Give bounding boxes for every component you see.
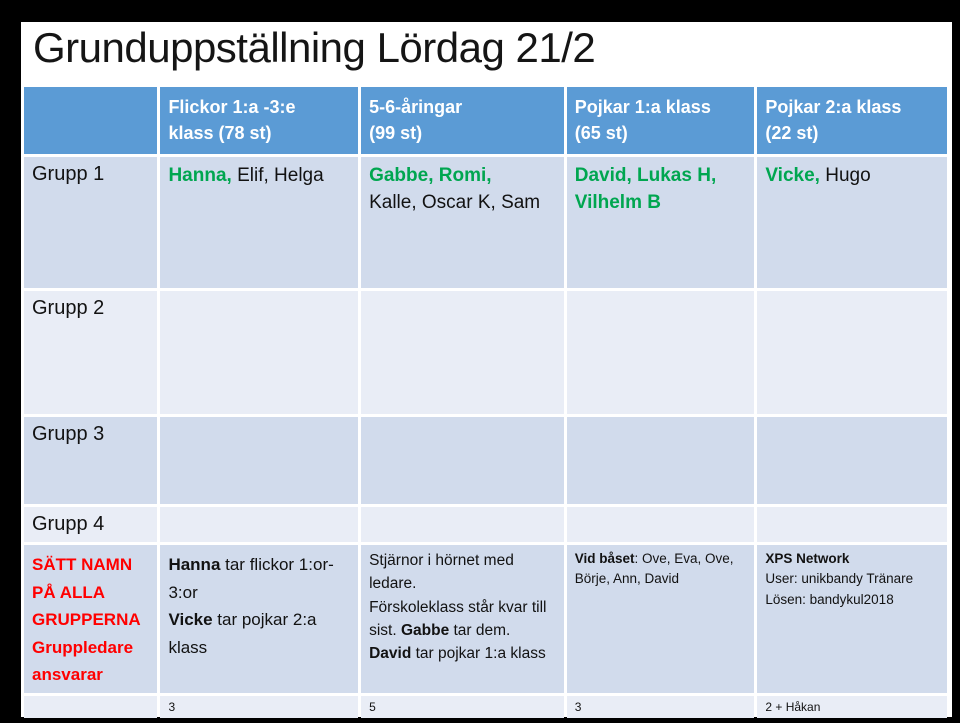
leaders-pojkar1-text: Vid båset: Ove, Eva, Ove, Börje, Ann, Da… bbox=[575, 549, 747, 590]
counts-corner-cell bbox=[24, 695, 158, 718]
leaders-aringar-cell: Stjärnor i hörnet med ledare. Förskolekl… bbox=[361, 545, 564, 693]
slide-title: Grunduppställning Lördag 21/2 bbox=[33, 24, 596, 71]
group2-flickor-cell bbox=[160, 291, 359, 414]
group4-aringar-cell bbox=[361, 507, 564, 542]
header-flickor-line1: Flickor 1:a -3:e bbox=[168, 97, 296, 117]
group1-aringar-leaders: Gabbe, Romi, bbox=[369, 165, 492, 186]
group1-pojkar2-leaders: Vicke, bbox=[765, 165, 820, 186]
group2-row: Grupp 2 bbox=[24, 291, 947, 414]
leaders-note-line1: SÄTT NAMN PÅ ALLA GRUPPERNA bbox=[32, 555, 141, 630]
xps-network-title: XPS Network bbox=[765, 551, 850, 566]
leaders-aringar-line3: David tar pojkar 1:a klass bbox=[369, 642, 556, 665]
header-cell-aringar: 5-6-åringar (99 st) bbox=[361, 87, 564, 154]
counts-pojkar1-cell: 3 bbox=[566, 695, 755, 718]
counts-pojkar2-cell: 2 + Håkan bbox=[757, 695, 947, 718]
group4-pojkar1-cell bbox=[566, 507, 755, 542]
leaders-aringar-line1: Stjärnor i hörnet med ledare. bbox=[369, 552, 514, 593]
group1-aringar-cell: Gabbe, Romi, Kalle, Oscar K, Sam bbox=[361, 157, 564, 288]
header-aringar-line2: (99 st) bbox=[369, 123, 423, 144]
group4-label: Grupp 4 bbox=[24, 507, 158, 542]
leaders-aringar-line3-tail: tar pojkar 1:a klass bbox=[411, 645, 546, 662]
group4-flickor-cell bbox=[160, 507, 359, 542]
header-pojkar2-line1: Pojkar 2:a klass bbox=[765, 97, 902, 117]
leaders-pojkar1-bold: Vid båset bbox=[574, 551, 635, 566]
leaders-note-line2: Gruppledare ansvarar bbox=[32, 637, 134, 685]
leaders-note-cell: SÄTT NAMN PÅ ALLA GRUPPERNA Gruppledare … bbox=[24, 545, 158, 693]
header-cell-flickor: Flickor 1:a -3:e klass (78 st) bbox=[160, 87, 359, 154]
counts-aringar-cell: 5 bbox=[361, 695, 564, 718]
group1-pojkar1-cell: David, Lukas H, Vilhelm B bbox=[566, 157, 755, 288]
xps-network-user: User: unikbandy Tränare bbox=[765, 571, 914, 587]
leaders-aringar-line2-text: Förskoleklass står kvar till sist. bbox=[369, 598, 547, 639]
group1-label: Grupp 1 bbox=[24, 157, 158, 288]
leaders-aringar-line2-bold: Gabbe bbox=[400, 621, 450, 639]
header-aringar-line1: 5-6-åringar bbox=[369, 97, 463, 117]
group1-flickor-cell: Hanna, Elif, Helga bbox=[160, 157, 359, 288]
header-flickor-line2: klass (78 st) bbox=[168, 123, 272, 144]
leaders-aringar-line2: Förskoleklass står kvar till sist. Gabbe… bbox=[369, 596, 556, 643]
group2-pojkar2-cell bbox=[757, 291, 947, 414]
group3-pojkar2-cell bbox=[757, 417, 947, 504]
table-header-row: Flickor 1:a -3:e klass (78 st) 5-6-åring… bbox=[24, 87, 947, 154]
leaders-pojkar1-cell: Vid båset: Ove, Eva, Ove, Börje, Ann, Da… bbox=[566, 545, 755, 693]
leaders-aringar-line3-bold: David bbox=[369, 645, 412, 662]
header-pojkar2-line2: (22 st) bbox=[765, 123, 819, 144]
group1-pojkar2-others: Hugo bbox=[819, 165, 871, 186]
group1-flickor-others: Elif, Helga bbox=[231, 165, 324, 186]
leaders-row: SÄTT NAMN PÅ ALLA GRUPPERNA Gruppledare … bbox=[24, 545, 947, 693]
header-cell-pojkar2: Pojkar 2:a klass (22 st) bbox=[757, 87, 947, 154]
header-pojkar1-line2: (65 st) bbox=[574, 123, 628, 144]
group1-row: Grupp 1 Hanna, Elif, Helga Gabbe, Romi, … bbox=[24, 157, 947, 288]
leaders-flickor-bold1: Hanna bbox=[168, 555, 221, 574]
group3-flickor-cell bbox=[160, 417, 359, 504]
group3-label: Grupp 3 bbox=[24, 417, 158, 504]
group3-aringar-cell bbox=[361, 417, 564, 504]
header-cell-corner bbox=[24, 87, 158, 154]
leaders-pojkar2-cell: XPS Network User: unikbandy Tränare Löse… bbox=[757, 545, 947, 693]
lineup-table: Flickor 1:a -3:e klass (78 st) 5-6-åring… bbox=[21, 84, 950, 721]
group1-aringar-others: Kalle, Oscar K, Sam bbox=[369, 191, 541, 213]
group4-row: Grupp 4 bbox=[24, 507, 947, 542]
leaders-flickor-text1: tar flickor 1:or-3:or bbox=[168, 555, 334, 602]
leaders-pojkar1-rest: : Ove, Eva, Ove, Börje, Ann, David bbox=[574, 551, 734, 587]
slide: Grunduppställning Lördag 21/2 Flickor 1:… bbox=[21, 22, 952, 718]
group1-flickor-leaders: Hanna, bbox=[168, 165, 232, 186]
group2-aringar-cell bbox=[361, 291, 564, 414]
leaders-flickor-sentence2: Vicke tar pojkar 2:a klass bbox=[168, 606, 350, 661]
group1-pojkar1-leaders: David, Lukas H, Vilhelm B bbox=[574, 165, 717, 213]
leaders-flickor-bold2: Vicke bbox=[168, 610, 213, 630]
leaders-flickor-sentence1: Hanna tar flickor 1:or-3:or bbox=[168, 551, 350, 606]
group2-pojkar1-cell bbox=[566, 291, 755, 414]
leaders-flickor-cell: Hanna tar flickor 1:or-3:or Vicke tar po… bbox=[160, 545, 359, 693]
group4-pojkar2-cell bbox=[757, 507, 947, 542]
group3-pojkar1-cell bbox=[566, 417, 755, 504]
header-cell-pojkar1: Pojkar 1:a klass (65 st) bbox=[566, 87, 755, 154]
leaders-aringar-line2-tail: tar dem. bbox=[449, 621, 511, 639]
counts-row: 3 5 3 2 + Håkan bbox=[24, 695, 947, 718]
group1-pojkar2-cell: Vicke, Hugo bbox=[757, 157, 947, 288]
xps-network-password: Lösen: bandykul2018 bbox=[765, 591, 894, 607]
group3-row: Grupp 3 bbox=[24, 417, 947, 504]
group2-label: Grupp 2 bbox=[24, 291, 158, 414]
header-pojkar1-line1: Pojkar 1:a klass bbox=[574, 97, 711, 117]
leaders-flickor-text2: tar pojkar 2:a klass bbox=[168, 610, 317, 657]
counts-flickor-cell: 3 bbox=[160, 695, 359, 718]
